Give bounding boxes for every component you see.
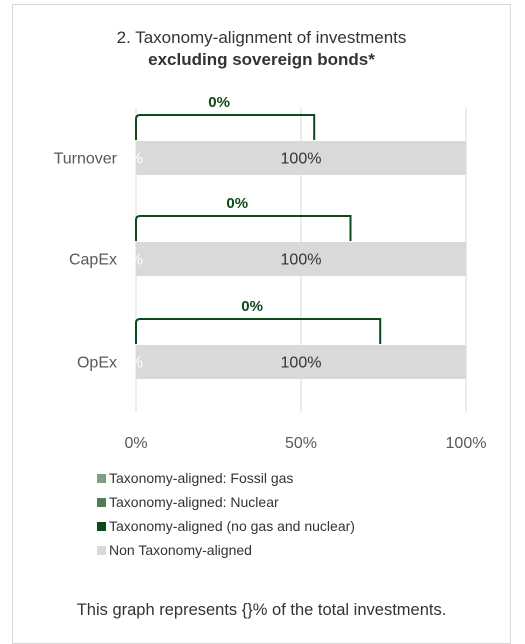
chart-subtitle: excluding sovereign bonds* xyxy=(148,50,375,69)
legend-label: Taxonomy-aligned (no gas and nuclear) xyxy=(109,518,355,534)
aligned-data-label: 0% xyxy=(120,252,143,269)
brackets xyxy=(135,114,382,344)
labels: Turnover 0% 100%0%CapEx 0% 100%0%OpEx 0% 100%0… xyxy=(54,94,322,372)
chart-title: 2. Taxonomy-alignment of investments xyxy=(116,28,407,47)
footnote: This graph represents {}% of the total i… xyxy=(76,601,447,619)
x-tick-label: 50% xyxy=(285,435,317,452)
bracket-label: 0% xyxy=(241,298,263,315)
chart-panel xyxy=(12,4,511,644)
legend-label: Non Taxonomy-aligned xyxy=(109,542,252,558)
legend-swatch xyxy=(97,545,106,555)
non-aligned-data-label: 100% xyxy=(281,151,322,168)
bar-segment xyxy=(136,141,466,175)
legend: Taxonomy-aligned: Fossil gas Taxonomy-ali… xyxy=(97,466,355,562)
bracket xyxy=(135,215,352,241)
bracket-label: 0% xyxy=(208,94,230,111)
bracket-label: 0% xyxy=(226,195,248,212)
legend-label: Taxonomy-aligned: Fossil gas xyxy=(109,470,294,486)
x-tick-label: 100% xyxy=(446,435,487,452)
legend-label: Taxonomy-aligned: Nuclear xyxy=(109,494,279,510)
aligned-data-label: 0% xyxy=(120,355,143,372)
bar-segment xyxy=(136,345,466,379)
bracket xyxy=(135,318,382,344)
legend-swatch xyxy=(97,497,106,507)
non-aligned-data-label: 100% xyxy=(281,355,322,372)
legend-swatch xyxy=(97,521,106,531)
x-tick-label: 0% xyxy=(124,435,147,452)
legend-item: Taxonomy-aligned: Fossil gas xyxy=(97,466,355,490)
bar-chart: 0% 50% 100% Turnover 0% 100%0%CapEx 0% 100%0%O… xyxy=(54,94,487,452)
legend-item: Taxonomy-aligned (no gas and nuclear) xyxy=(97,514,355,538)
category-label: OpEx xyxy=(77,355,117,372)
bars xyxy=(136,141,466,379)
legend-item: Taxonomy-aligned: Nuclear xyxy=(97,490,355,514)
legend-item: Non Taxonomy-aligned xyxy=(97,538,355,562)
bar-segment xyxy=(136,242,466,276)
aligned-data-label: 0% xyxy=(120,151,143,168)
category-label: CapEx xyxy=(69,252,117,269)
bracket xyxy=(135,114,316,140)
category-label: Turnover xyxy=(54,151,118,168)
non-aligned-data-label: 100% xyxy=(281,252,322,269)
legend-swatch xyxy=(97,473,106,483)
